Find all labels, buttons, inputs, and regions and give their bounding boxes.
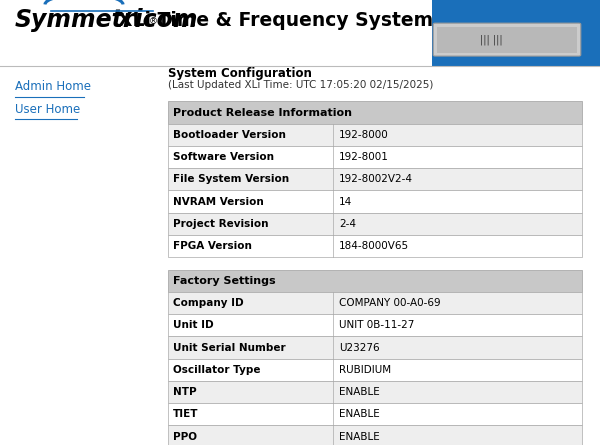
Text: 192-8000: 192-8000 bbox=[339, 130, 389, 140]
Text: Unit ID: Unit ID bbox=[173, 320, 214, 330]
Text: Factory Settings: Factory Settings bbox=[173, 276, 275, 286]
Text: 192-8001: 192-8001 bbox=[339, 152, 389, 162]
Bar bbox=[168, 359, 582, 381]
Text: (Last Updated XLi Time: UTC 17:05:20 02/15/2025): (Last Updated XLi Time: UTC 17:05:20 02/… bbox=[168, 81, 433, 90]
Text: User Home: User Home bbox=[15, 102, 80, 116]
Bar bbox=[168, 270, 582, 292]
Bar bbox=[168, 292, 582, 314]
Text: Admin Home: Admin Home bbox=[15, 80, 91, 93]
Bar bbox=[168, 101, 582, 124]
Text: Project Revision: Project Revision bbox=[173, 219, 268, 229]
Bar bbox=[168, 381, 582, 403]
Text: Product Release Information: Product Release Information bbox=[173, 108, 352, 117]
Text: ®: ® bbox=[149, 17, 158, 26]
Text: ENABLE: ENABLE bbox=[339, 432, 380, 441]
Text: NTP: NTP bbox=[173, 387, 196, 397]
Bar bbox=[168, 146, 582, 168]
Text: RUBIDIUM: RUBIDIUM bbox=[339, 365, 391, 375]
Text: PPO: PPO bbox=[173, 432, 197, 441]
Text: Symmetricom: Symmetricom bbox=[15, 8, 199, 32]
Bar bbox=[168, 190, 582, 213]
Text: TIET: TIET bbox=[173, 409, 198, 419]
Bar bbox=[168, 403, 582, 425]
Bar bbox=[168, 314, 582, 336]
Text: File System Version: File System Version bbox=[173, 174, 289, 184]
FancyBboxPatch shape bbox=[433, 23, 581, 56]
Text: ENABLE: ENABLE bbox=[339, 387, 380, 397]
Bar bbox=[168, 336, 582, 359]
Bar bbox=[168, 124, 582, 146]
Text: Company ID: Company ID bbox=[173, 298, 244, 308]
Text: XLi Time & Frequency System: XLi Time & Frequency System bbox=[118, 11, 434, 29]
Text: Unit Serial Number: Unit Serial Number bbox=[173, 343, 286, 352]
Text: ||| |||: ||| ||| bbox=[480, 35, 503, 45]
Text: Oscillator Type: Oscillator Type bbox=[173, 365, 260, 375]
Bar bbox=[168, 235, 582, 257]
Text: System Configuration: System Configuration bbox=[168, 67, 312, 80]
Bar bbox=[168, 168, 582, 190]
Bar bbox=[168, 213, 582, 235]
Bar bbox=[0, 0, 432, 66]
Text: 2-4: 2-4 bbox=[339, 219, 356, 229]
Text: ENABLE: ENABLE bbox=[339, 409, 380, 419]
Text: FPGA Version: FPGA Version bbox=[173, 241, 251, 251]
Text: COMPANY 00-A0-69: COMPANY 00-A0-69 bbox=[339, 298, 440, 308]
Bar bbox=[437, 27, 577, 53]
Bar bbox=[168, 425, 582, 445]
Text: 192-8002V2-4: 192-8002V2-4 bbox=[339, 174, 413, 184]
Text: Software Version: Software Version bbox=[173, 152, 274, 162]
Text: 14: 14 bbox=[339, 197, 352, 206]
Text: Bootloader Version: Bootloader Version bbox=[173, 130, 286, 140]
Text: UNIT 0B-11-27: UNIT 0B-11-27 bbox=[339, 320, 415, 330]
Text: NVRAM Version: NVRAM Version bbox=[173, 197, 263, 206]
Text: 184-8000V65: 184-8000V65 bbox=[339, 241, 409, 251]
Bar bbox=[432, 0, 600, 66]
Text: U23276: U23276 bbox=[339, 343, 380, 352]
